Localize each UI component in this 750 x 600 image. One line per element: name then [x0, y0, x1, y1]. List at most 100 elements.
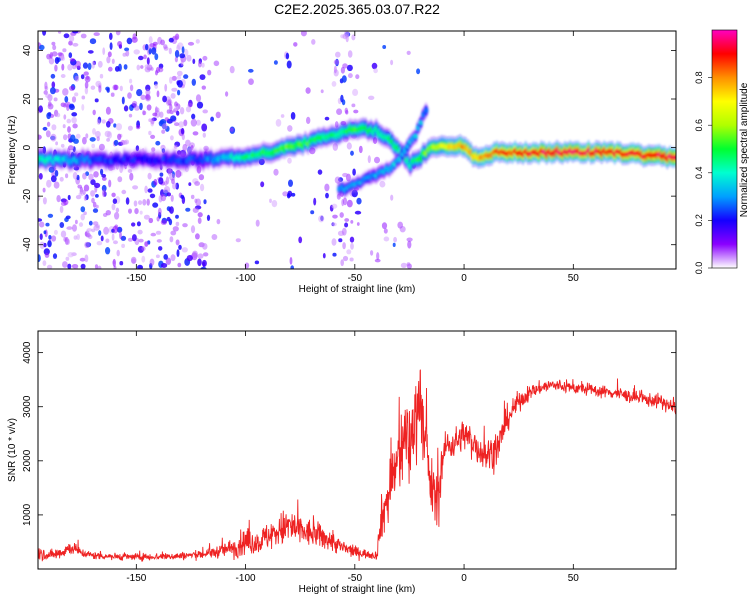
- spectrogram-speckle: [195, 119, 201, 126]
- spectrogram-speckle: [192, 250, 198, 258]
- spectrogram-speckle: [332, 222, 337, 227]
- spectrogram-speckle: [82, 172, 87, 180]
- spectrogram-speckle: [38, 134, 42, 140]
- spectrogram-speckle: [186, 54, 192, 62]
- spectrogram-speckle: [46, 112, 51, 120]
- spectrogram-speckle: [273, 168, 279, 176]
- x-tick-label: -50: [348, 573, 363, 584]
- spectrogram-speckle: [52, 253, 58, 259]
- spectrogram-speckle: [192, 131, 199, 136]
- spectrogram-speckle: [346, 249, 352, 255]
- spectrogram-speckle: [349, 257, 354, 262]
- spectrogram-speckle: [156, 239, 162, 243]
- spectrogram-speckle: [177, 42, 184, 50]
- spectrogram-speckle: [134, 208, 139, 215]
- spectrogram-speckle: [66, 103, 70, 111]
- spectrogram-speckle: [291, 192, 296, 197]
- spectrogram-speckle: [139, 102, 143, 111]
- spectrogram-speckle: [48, 235, 52, 240]
- spectrogram-speckle: [138, 238, 144, 243]
- spectrogram-speckle: [352, 88, 359, 96]
- spectrogram-x-axis: -150 -100 -50 0 50: [126, 31, 579, 284]
- spectrogram-speckle: [116, 249, 120, 257]
- spectrogram-speckle: [177, 89, 181, 96]
- spectrogram-speckle: [80, 213, 85, 221]
- spectrogram-speckle: [96, 119, 101, 125]
- spectrogram-speckle: [333, 59, 340, 65]
- spectrogram-speckle: [157, 207, 162, 216]
- spectrogram-speckle: [198, 60, 202, 68]
- spectrogram-speckle: [164, 83, 168, 92]
- spectrogram-speckle: [374, 258, 381, 263]
- spectrogram-speckle: [163, 44, 168, 49]
- spectrogram-speckle: [344, 222, 349, 228]
- spectrogram-speckle: [145, 43, 149, 51]
- spectrogram-speckle: [92, 127, 96, 135]
- spectrogram-speckle: [115, 31, 121, 36]
- spectrogram-speckle: [206, 214, 211, 221]
- spectrogram-speckle: [147, 188, 153, 193]
- spectrogram-speckle: [93, 171, 99, 178]
- spectrogram-speckle: [181, 46, 185, 54]
- spectrogram-speckle: [92, 221, 99, 226]
- spectrogram-speckle: [190, 118, 197, 127]
- spectrogram-speckle: [203, 252, 209, 257]
- spectrogram-speckle: [61, 63, 65, 71]
- spectrogram-speckle: [290, 265, 294, 269]
- spectrogram-speckle: [146, 57, 150, 65]
- spectrogram-speckle: [51, 124, 57, 131]
- spectrogram-speckle: [342, 242, 346, 250]
- spectrogram-speckle: [106, 88, 110, 93]
- spectrogram-speckle: [338, 238, 343, 243]
- y-tick-label: 4000: [22, 341, 33, 364]
- spectrogram-speckle: [67, 64, 73, 71]
- spectrogram-speckle: [211, 234, 218, 240]
- spectrogram-speckle: [57, 31, 62, 34]
- spectrogram-speckle: [87, 50, 94, 54]
- y-tick-label: 3000: [22, 395, 33, 418]
- spectrogram-speckle: [69, 85, 75, 91]
- spectrogram-speckle: [179, 53, 186, 59]
- spectrogram-speckle: [192, 58, 196, 64]
- spectrogram-speckle: [133, 200, 138, 207]
- spectrogram-speckle: [113, 123, 117, 128]
- spectrogram-speckle: [127, 125, 133, 131]
- spectrogram-speckle: [280, 114, 285, 118]
- y-tick-label: -20: [22, 188, 33, 203]
- spectrogram-speckle: [111, 203, 116, 211]
- spectrogram-speckle: [129, 84, 134, 92]
- spectrogram-speckle: [59, 205, 64, 214]
- spectrogram-speckle: [324, 183, 330, 192]
- spectrogram-speckle: [50, 87, 56, 95]
- spectrogram-speckle: [147, 172, 152, 180]
- spectrogram-speckle: [76, 233, 80, 240]
- spectrogram-speckle: [125, 50, 130, 57]
- spectrogram-speckle: [43, 90, 48, 95]
- spectrogram-speckle: [81, 104, 85, 111]
- spectrogram-speckle: [146, 104, 152, 111]
- spectrogram-speckle: [254, 260, 260, 265]
- spectrogram-speckle: [174, 101, 178, 107]
- spectrogram-speckle: [133, 49, 140, 55]
- spectrogram-speckle: [169, 76, 173, 84]
- spectrogram-speckle: [142, 199, 147, 206]
- spectrogram-speckle: [335, 51, 341, 58]
- spectrogram-speckle: [72, 64, 77, 70]
- spectrogram-speckle: [182, 143, 188, 152]
- spectrogram-speckle: [171, 87, 178, 92]
- spectrogram-speckle: [156, 90, 160, 98]
- spectrogram-speckle: [119, 85, 123, 92]
- spectrogram-speckle: [392, 242, 396, 247]
- spectrogram-speckle: [341, 75, 347, 83]
- spectrogram-speckle: [155, 254, 160, 259]
- spectrogram-speckle: [68, 52, 73, 59]
- spectrogram-speckle: [150, 134, 156, 139]
- spectrogram-speckle: [38, 218, 43, 222]
- snr-x-axis: -150 -100 -50 0 50: [126, 331, 579, 584]
- spectrogram-speckle: [174, 50, 180, 58]
- spectrogram-speckle: [340, 259, 345, 267]
- spectrogram-speckle: [154, 107, 160, 113]
- spectrogram-speckle: [379, 180, 386, 188]
- spectrogram-speckle: [68, 145, 75, 150]
